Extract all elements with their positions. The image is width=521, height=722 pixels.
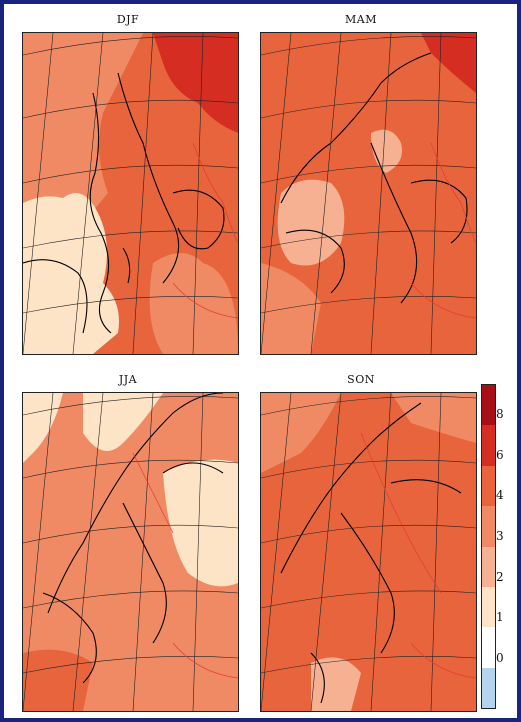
map-panel-mam xyxy=(260,32,477,355)
region-fill xyxy=(311,657,361,711)
map-svg-mam xyxy=(261,33,476,354)
colorbar-bin xyxy=(482,667,495,708)
region-fill xyxy=(83,393,163,451)
region-fill xyxy=(391,393,476,443)
colorbar-tick: 3 xyxy=(496,529,504,543)
region-fill xyxy=(163,459,238,587)
colorbar-bin xyxy=(482,546,495,587)
region-fill xyxy=(277,179,345,266)
region-fill xyxy=(23,193,119,354)
colorbar-tick: 4 xyxy=(496,488,504,502)
panel-title-mam: MAM xyxy=(345,13,377,26)
region-fill xyxy=(149,253,238,354)
map-svg-son xyxy=(261,393,476,711)
colorbar-tick: 8 xyxy=(496,407,504,421)
region-fill xyxy=(23,649,93,711)
colorbar-tick: 0 xyxy=(496,651,504,665)
region-fill xyxy=(421,33,476,93)
map-svg-djf xyxy=(23,33,238,354)
colorbar-tick: 2 xyxy=(496,570,504,584)
region-fill xyxy=(23,33,143,233)
panel-title-jja: JJA xyxy=(118,373,138,386)
region-fill xyxy=(261,393,341,473)
colorbar-tick: 1 xyxy=(496,610,504,624)
region-fill xyxy=(153,33,238,133)
map-panel-son xyxy=(260,392,477,712)
colorbar-bin xyxy=(482,465,495,507)
map-svg-jja xyxy=(23,393,238,711)
colorbar-bin xyxy=(482,385,495,426)
colorbar-bin xyxy=(482,627,495,668)
colorbar xyxy=(481,384,496,709)
colorbar-bin xyxy=(482,425,495,466)
region-fill xyxy=(23,393,63,463)
colorbar-bin xyxy=(482,506,495,547)
colorbar-tick: 6 xyxy=(496,448,504,462)
panel-title-son: SON xyxy=(347,373,375,386)
map-panel-djf xyxy=(22,32,239,355)
region-fill xyxy=(261,263,321,354)
panel-title-djf: DJF xyxy=(116,13,140,26)
colorbar-bin xyxy=(482,586,495,628)
map-panel-jja xyxy=(22,392,239,712)
